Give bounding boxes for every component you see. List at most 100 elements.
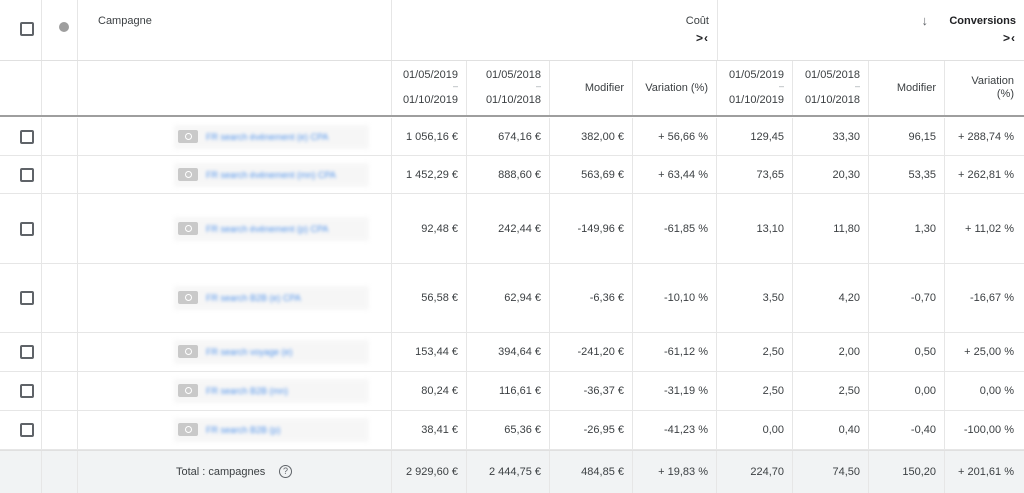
total-cost-modifier: 484,85 € [581, 466, 624, 478]
cell-cost-2019: 153,44 € [415, 346, 458, 358]
row-checkbox[interactable] [20, 384, 34, 398]
blurred-area [174, 124, 369, 149]
cell-conv-variation: 0,00 % [979, 385, 1014, 397]
campaign-name-link[interactable]: FR search événement (p) CPA [206, 223, 329, 234]
col-cost-variation[interactable]: Variation (%) [633, 61, 717, 115]
cell-conv-variation: + 25,00 % [964, 346, 1014, 358]
row-checkbox[interactable] [20, 129, 34, 144]
cell-cost-2019: 56,58 € [421, 292, 458, 304]
total-conv-modifier: 150,20 [902, 466, 936, 478]
cell-cost-variation: -61,12 % [663, 346, 708, 358]
total-cost-variation: + 19,83 % [658, 466, 708, 478]
cell-conv-variation: -100,00 % [963, 424, 1014, 436]
cell-conv-modifier: 53,35 [908, 168, 936, 181]
cell-cost-variation: + 63,44 % [658, 168, 708, 181]
campaign-name-link[interactable]: FR search voyage (e) [206, 347, 293, 357]
cell-conv-variation: + 262,81 % [958, 168, 1014, 181]
total-conv-2018: 74,50 [832, 466, 860, 478]
cell-conv-modifier: 0,00 [914, 385, 936, 397]
cell-conv-modifier: 0,50 [914, 346, 936, 358]
blurred-area [174, 379, 369, 403]
header-select-cell [0, 0, 42, 60]
help-icon[interactable]: ? [279, 465, 292, 478]
cell-cost-2018: 394,64 € [498, 346, 541, 358]
col-conv-2018[interactable]: 01/05/2018 – 01/10/2018 [793, 61, 869, 115]
cell-cost-modifier: 563,69 € [581, 168, 624, 181]
conversions-group-header[interactable]: ↓ Conversions >‹ [718, 0, 1024, 60]
row-checkbox[interactable] [20, 167, 34, 182]
blurred-area [174, 216, 369, 241]
cell-conv-2019: 0,00 [762, 424, 784, 436]
cell-cost-2018: 65,36 € [504, 424, 541, 436]
cell-conv-modifier: -0,40 [910, 424, 936, 436]
campaign-name-link[interactable]: FR search événement (mn) CPA [206, 169, 336, 180]
cell-conv-2019: 2,50 [762, 385, 784, 397]
row-checkbox[interactable] [20, 291, 34, 305]
table-row: FR search voyage (e) 153,44 € 394,64 € -241… [0, 333, 1024, 372]
blurred-area [174, 286, 369, 310]
col-cost-modifier[interactable]: Modifier [550, 61, 633, 115]
total-cost-2018: 2 444,75 € [489, 466, 541, 478]
header-row-groups: Campagne Coût >‹ ↓ Conversions >‹ [0, 0, 1024, 61]
cell-cost-2019: 38,41 € [421, 424, 458, 436]
campaign-type-icon [178, 167, 198, 181]
table-row: FR search B2B (e) CPA 56,58 € 62,94 € -6,36… [0, 264, 1024, 333]
table-row: FR search B2B (p) 38,41 € 65,36 € -26,95 € -… [0, 411, 1024, 450]
cell-conv-2019: 73,65 [756, 168, 784, 181]
col-cost-2018[interactable]: 01/05/2018 – 01/10/2018 [467, 61, 550, 115]
campaign-type-icon [178, 221, 198, 235]
cell-conv-2018: 2,50 [838, 385, 860, 397]
campaign-name-link[interactable]: FR search B2B (p) [206, 425, 281, 435]
conversions-group-title[interactable]: Conversions [949, 15, 1016, 27]
campaign-name-link[interactable]: FR search B2B (e) CPA [206, 293, 301, 303]
table-row: FR search événement (mn) CPA 1 452,29 € 88… [0, 156, 1024, 194]
campaign-name-link[interactable]: FR search événement (e) CPA [206, 131, 329, 142]
campaign-column-header[interactable]: Campagne [98, 15, 152, 27]
col-conv-modifier[interactable]: Modifier [869, 61, 945, 115]
cost-group-header[interactable]: Coût >‹ [392, 0, 718, 60]
campaign-name-link[interactable]: FR search B2B (mn) [206, 386, 289, 396]
cell-cost-modifier: -6,36 € [589, 292, 624, 304]
cost-group-title[interactable]: Coût [685, 15, 709, 27]
cell-cost-variation: -31,19 % [663, 385, 708, 397]
row-checkbox[interactable] [20, 345, 34, 359]
header-status-cell [42, 0, 78, 60]
col-cost-2019[interactable]: 01/05/2019 – 01/10/2019 [392, 61, 467, 115]
cell-conv-2018: 20,30 [832, 168, 860, 181]
cell-conv-2018: 2,00 [838, 346, 860, 358]
cell-cost-modifier: 382,00 € [581, 130, 624, 143]
cell-cost-variation: -61,85 % [663, 222, 708, 235]
collapse-icon[interactable]: >‹ [1002, 31, 1016, 45]
header-campaign-cell[interactable]: Campagne [78, 0, 392, 60]
cell-conv-variation: + 288,74 % [958, 130, 1014, 143]
cell-cost-variation: + 56,66 % [658, 130, 708, 143]
cell-conv-2018: 0,40 [838, 424, 860, 436]
cell-conv-modifier: 96,15 [908, 130, 936, 143]
status-dot-icon[interactable] [59, 22, 69, 32]
cell-conv-modifier: -0,70 [910, 292, 936, 304]
cell-cost-2018: 242,44 € [498, 222, 541, 235]
select-all-checkbox[interactable] [20, 22, 34, 36]
cell-cost-2018: 62,94 € [504, 292, 541, 304]
cell-cost-variation: -10,10 % [663, 292, 708, 304]
row-checkbox[interactable] [20, 221, 34, 236]
collapse-icon[interactable]: >‹ [695, 31, 709, 45]
blurred-area [174, 340, 369, 364]
col-conv-2019[interactable]: 01/05/2019 – 01/10/2019 [717, 61, 793, 115]
campaign-type-icon [178, 291, 198, 304]
header-row-subcolumns: 01/05/2019 – 01/10/2019 01/05/2018 – 01/… [0, 61, 1024, 117]
blurred-area [174, 418, 369, 442]
cell-cost-2018: 674,16 € [498, 130, 541, 143]
col-conv-variation[interactable]: Variation (%) [971, 75, 1014, 100]
row-checkbox[interactable] [20, 423, 34, 437]
table-row: FR search événement (e) CPA 1 056,16 € 674… [0, 118, 1024, 156]
cell-conv-variation: + 11,02 % [964, 222, 1014, 235]
cell-conv-modifier: 1,30 [914, 222, 936, 235]
total-conv-2019: 224,70 [750, 466, 784, 478]
total-label: Total : campagnes [176, 466, 266, 478]
cell-conv-2018: 11,80 [833, 222, 860, 235]
sort-down-icon: ↓ [921, 13, 929, 28]
cell-conv-2019: 2,50 [762, 346, 784, 358]
total-cost-2019: 2 929,60 € [406, 466, 458, 478]
cell-conv-variation: -16,67 % [969, 292, 1014, 304]
